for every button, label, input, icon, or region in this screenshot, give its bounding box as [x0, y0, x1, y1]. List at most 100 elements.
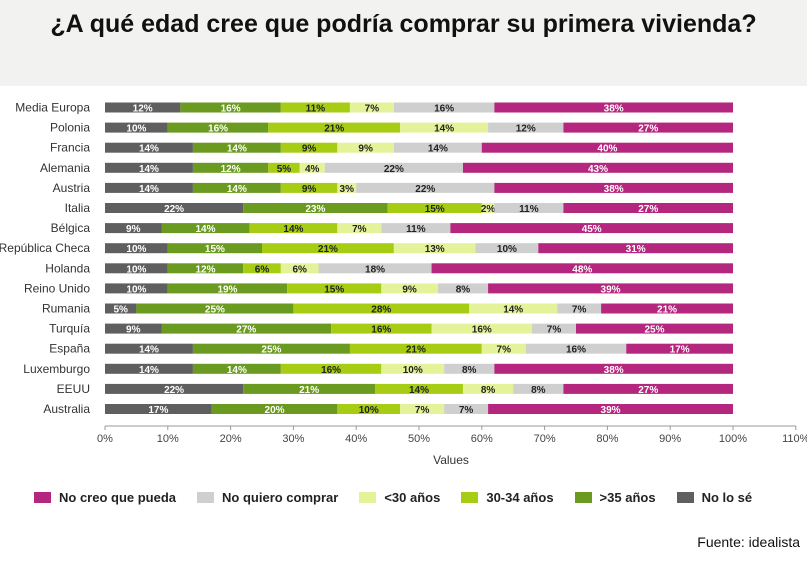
legend-item: No quiero comprar [197, 490, 338, 505]
data-label: 11% [306, 104, 326, 115]
bar-segment [280, 263, 319, 274]
data-label: 7% [352, 224, 367, 235]
data-label: 38% [604, 184, 624, 195]
bar-segment [494, 203, 564, 213]
data-label: 14% [409, 385, 429, 396]
bar-segment [525, 343, 627, 354]
bar-segment [105, 203, 244, 213]
bar-segment [299, 162, 325, 173]
bar-segment [337, 404, 401, 414]
bar-segment [381, 363, 445, 374]
data-label: 14% [227, 184, 247, 195]
bar-segment [161, 223, 250, 234]
bar-segment [161, 323, 332, 334]
data-label: 16% [371, 325, 391, 336]
bar-segment [393, 102, 495, 113]
legend-item: No creo que pueda [34, 490, 176, 505]
data-label: 15% [425, 204, 445, 215]
data-label: 6% [255, 264, 270, 275]
data-label: 14% [434, 124, 454, 135]
legend-label: No quiero comprar [222, 489, 339, 505]
data-label: 4% [305, 164, 320, 175]
bar-segment [105, 363, 193, 374]
category-label: República Checa [0, 241, 90, 255]
bar-segment [557, 303, 602, 314]
bar-segment [192, 343, 350, 354]
bar-segment [513, 383, 564, 394]
legend-item: <30 años [359, 490, 440, 505]
bar-segment [601, 303, 733, 314]
bar-segment [532, 323, 576, 334]
bar-segment [249, 223, 338, 234]
data-label: 8% [456, 284, 471, 295]
bar-segment [481, 203, 495, 213]
data-label: 2% [481, 204, 496, 215]
data-label: 43% [588, 164, 608, 175]
bar-segment [211, 404, 338, 414]
chart-title: ¿A qué edad cree que podría comprar su p… [50, 10, 757, 38]
chart-legend: No creo que pueda No quiero comprar <30 añ… [34, 488, 773, 506]
data-label: 27% [638, 385, 658, 396]
data-label: 16% [566, 345, 586, 356]
data-label: 17% [670, 345, 690, 356]
data-label: 16% [321, 365, 341, 376]
legend-swatch [461, 491, 479, 503]
data-label: 22% [415, 184, 435, 195]
data-label: 22% [164, 385, 184, 396]
bar-segment [349, 343, 482, 354]
data-label: 14% [195, 224, 215, 235]
x-tick-label: 60% [471, 433, 493, 445]
x-tick-label: 20% [220, 433, 242, 445]
data-label: 14% [139, 144, 159, 155]
bar-segment [105, 142, 193, 153]
bar-segment [337, 142, 394, 153]
data-label: 10% [126, 124, 146, 135]
bar-segment [444, 363, 495, 374]
data-label: 14% [139, 184, 159, 195]
legend-swatch [676, 491, 694, 503]
category-label: Italia [65, 201, 91, 215]
bar-segment [192, 182, 281, 193]
data-label: 16% [472, 325, 492, 336]
bar-segment [243, 263, 281, 274]
data-label: 38% [604, 104, 624, 115]
bar-segment [356, 182, 495, 193]
data-label: 39% [601, 405, 621, 416]
x-tick-label: 50% [408, 433, 430, 445]
data-label: 39% [601, 284, 621, 295]
data-label: 10% [403, 365, 423, 376]
bar-segment [105, 404, 212, 414]
category-label: EEUU [57, 382, 90, 396]
data-label: 9% [126, 325, 141, 336]
bar-segment [105, 162, 193, 173]
bar-segment [105, 263, 168, 274]
data-label: 15% [205, 244, 225, 255]
bar-segment [280, 182, 338, 193]
data-label: 31% [626, 244, 646, 255]
bar-segment [431, 323, 533, 334]
bar-segment [337, 223, 382, 234]
bar-segment [626, 343, 733, 354]
legend-label: >35 años [599, 489, 656, 505]
legend-swatch [197, 491, 215, 503]
bar-segment [167, 263, 244, 274]
bar-segment [243, 383, 376, 394]
data-label: 17% [148, 405, 168, 416]
source-credit: Fuente: idealista [697, 534, 800, 550]
data-label: 10% [126, 284, 146, 295]
bar-segment [444, 404, 489, 414]
stacked-bar-chart: Media Europa Polonia Francia Alemania Austri… [0, 101, 807, 468]
category-label: Holanda [45, 261, 90, 275]
legend-label: No lo sé [701, 489, 753, 505]
data-label: 21% [657, 305, 677, 316]
bar-segment [469, 303, 558, 314]
bar-segment [105, 303, 137, 314]
bar-segment [280, 102, 350, 113]
x-tick-label: 40% [345, 433, 367, 445]
bar-segment [437, 283, 489, 294]
data-label: 9% [302, 184, 317, 195]
bar-segment [450, 223, 733, 234]
data-label: 18% [365, 264, 385, 275]
data-label: 25% [261, 345, 281, 356]
bar-segment [243, 203, 388, 213]
